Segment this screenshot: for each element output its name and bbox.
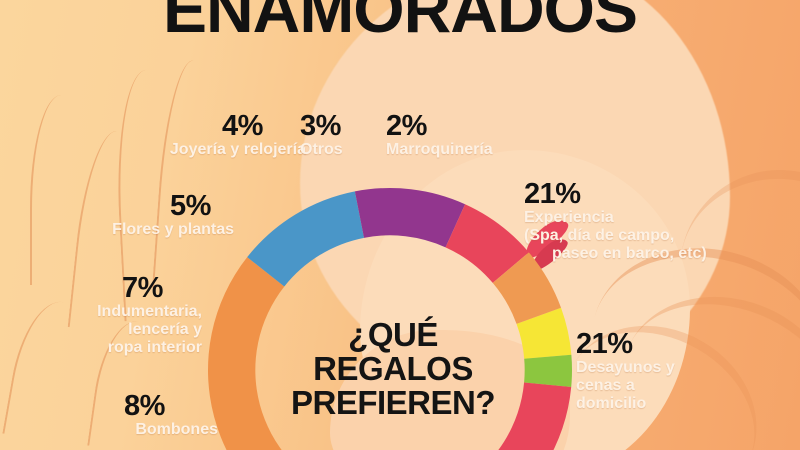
label-indumentaria-line-1: Indumentaria, <box>97 303 202 320</box>
label-desayunos-line-1: Desayunos y <box>576 359 675 376</box>
label-desayunos-value: 21% <box>576 328 633 360</box>
label-desayunos-name: Desayunos y cenas a domicilio <box>576 359 786 413</box>
label-indumentaria-line-2: lencería y <box>128 320 202 338</box>
donut-slice <box>498 382 572 450</box>
label-bombones: 8% Bombones <box>78 392 218 439</box>
label-joyeria-value: 4% <box>222 110 263 142</box>
label-indumentaria-line-3: ropa interior <box>107 338 202 356</box>
center-question-line-2: REGALOS <box>313 349 473 387</box>
label-flores-name: Flores y plantas <box>112 221 234 238</box>
donut-slice <box>247 191 365 287</box>
label-indumentaria-value: 7% <box>122 272 163 304</box>
donut-slice <box>445 204 529 283</box>
label-otros-value: 3% <box>300 110 341 142</box>
donut-chart <box>205 185 575 450</box>
donut-slices <box>208 187 572 450</box>
label-flores: 5% Flores y plantas <box>72 192 234 239</box>
center-question: ¿QUÉ REGALOS PREFIEREN? <box>248 318 538 420</box>
hair-strand-icon <box>30 95 82 285</box>
label-marroquineria-name: Marroquinería <box>386 141 493 158</box>
donut-slice <box>516 307 572 359</box>
label-experiencia-line-2: (Spa, día de campo, <box>524 226 675 244</box>
label-desayunos-line-3: domicilio <box>576 394 647 412</box>
label-experiencia-name: Experiencia (Spa, día de campo, paseo en… <box>524 209 786 263</box>
label-flores-value: 5% <box>170 190 211 222</box>
donut-slice <box>208 257 285 450</box>
label-marroquineria-value: 2% <box>386 110 427 142</box>
label-desayunos-line-2: cenas a <box>576 376 635 394</box>
label-indumentaria-name: Indumentaria, lencería y ropa interior <box>40 303 202 357</box>
label-experiencia-line-3: paseo en barco, etc) <box>552 244 707 262</box>
label-experiencia: 21% Experiencia (Spa, día de campo, pase… <box>524 180 786 263</box>
page-title: ENAMORADOS <box>162 0 638 46</box>
label-joyeria-name: Joyería y relojería <box>169 141 306 158</box>
label-bombones-name: Bombones <box>135 421 218 438</box>
label-bombones-value: 8% <box>124 390 165 422</box>
label-joyeria: 4% Joyería y relojería <box>96 112 306 159</box>
label-indumentaria: 7% Indumentaria, lencería y ropa interio… <box>40 274 202 357</box>
label-otros: 3% Otros <box>300 112 374 159</box>
donut-slice <box>524 354 572 387</box>
label-experiencia-line-1: Experiencia <box>524 209 614 226</box>
label-otros-name: Otros <box>300 141 343 158</box>
label-desayunos: 21% Desayunos y cenas a domicilio <box>576 330 786 413</box>
donut-slice <box>492 252 562 324</box>
label-marroquineria: 2% Marroquinería <box>386 112 546 159</box>
label-experiencia-value: 21% <box>524 178 581 210</box>
donut-chart-svg <box>208 187 572 450</box>
center-question-line-3: PREFIEREN? <box>290 383 496 421</box>
donut-slice <box>354 187 466 248</box>
center-question-line-1: ¿QUÉ <box>348 316 438 353</box>
